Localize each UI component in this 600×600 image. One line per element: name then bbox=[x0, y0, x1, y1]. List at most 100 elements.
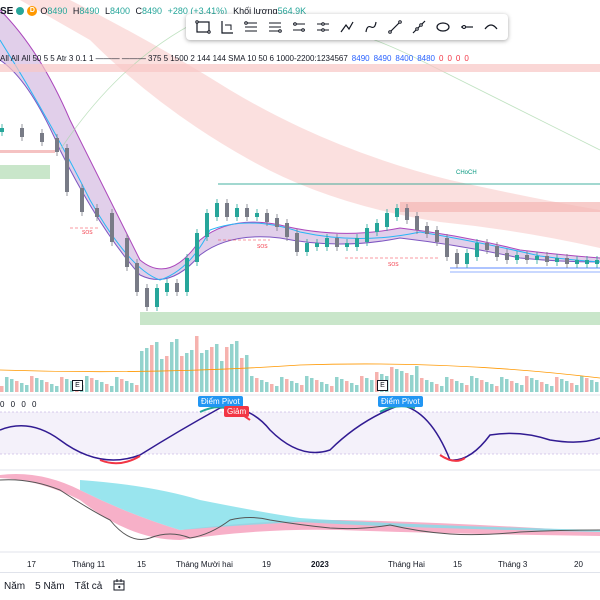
candle-body bbox=[195, 233, 199, 262]
volume-bar bbox=[525, 376, 529, 392]
indicator-zero-1: 0 bbox=[438, 54, 444, 63]
volume-bar bbox=[60, 377, 64, 392]
candle-body bbox=[435, 230, 439, 242]
symbol-label[interactable]: SE bbox=[0, 5, 14, 17]
volume-bar bbox=[470, 376, 474, 392]
volume-bar bbox=[100, 382, 104, 392]
x-label-7: 15 bbox=[453, 560, 462, 569]
curve-icon[interactable] bbox=[479, 16, 502, 38]
candle-body bbox=[65, 148, 69, 192]
volume-bar bbox=[235, 341, 239, 392]
candle-body bbox=[205, 213, 209, 237]
volume-bar bbox=[295, 383, 299, 392]
open-value: 8490 bbox=[47, 6, 68, 16]
volume-bar bbox=[155, 342, 159, 392]
path-icon[interactable] bbox=[312, 16, 335, 38]
bull-zone-bottom bbox=[140, 312, 600, 325]
range-5y-button[interactable]: 5 Năm bbox=[35, 581, 65, 592]
volume-bar bbox=[225, 347, 229, 392]
volume-bar bbox=[355, 385, 359, 392]
volume-bar bbox=[595, 382, 599, 392]
volume-bars bbox=[0, 336, 599, 392]
candle-body bbox=[265, 213, 269, 222]
earnings-marker-2[interactable]: E bbox=[377, 380, 388, 391]
volume-bar bbox=[575, 385, 579, 392]
volume-bar bbox=[475, 378, 479, 392]
bear-cloud bbox=[0, 0, 600, 248]
indicator-legend[interactable]: All All All 50 5 5 Atr 3 0.1 1 ——— ——— 3… bbox=[0, 54, 469, 63]
candle-body bbox=[335, 238, 339, 247]
volume-bar bbox=[280, 377, 284, 392]
price-range-icon[interactable] bbox=[288, 16, 311, 38]
short-position-icon[interactable] bbox=[264, 16, 287, 38]
sos-label-3: SOS bbox=[388, 262, 399, 268]
volume-bar bbox=[505, 379, 509, 392]
calendar-goto-icon[interactable] bbox=[112, 578, 126, 595]
candle-body bbox=[595, 260, 599, 264]
candle-body bbox=[325, 238, 329, 247]
candle-body bbox=[285, 223, 289, 237]
candle-body bbox=[545, 256, 549, 262]
volume-bar bbox=[445, 377, 449, 392]
long-position-icon[interactable] bbox=[240, 16, 263, 38]
candle-body bbox=[475, 243, 479, 257]
candle-body bbox=[495, 246, 499, 257]
chart-header: SE D O8490 H8490 L8400 C8490 +280 (+3.41… bbox=[0, 2, 306, 20]
volume-bar bbox=[360, 376, 364, 392]
candle-body bbox=[55, 138, 59, 152]
range-year-button[interactable]: Năm bbox=[4, 581, 26, 592]
horizontal-line-icon[interactable] bbox=[455, 16, 478, 38]
volume-bar bbox=[325, 384, 329, 392]
volume-bar bbox=[310, 378, 314, 392]
pencil-icon[interactable] bbox=[359, 16, 382, 38]
volume-bar bbox=[545, 384, 549, 392]
volume-bar bbox=[415, 366, 419, 392]
indicator-zero-4: 0 bbox=[464, 54, 469, 63]
volume-bar bbox=[205, 350, 209, 392]
brush-icon[interactable] bbox=[336, 16, 359, 38]
volume-bar bbox=[405, 373, 409, 392]
volume-bar bbox=[215, 344, 219, 392]
candle-body bbox=[565, 258, 569, 264]
volume-bar bbox=[170, 342, 174, 392]
candle-body bbox=[345, 243, 349, 247]
ruler-icon[interactable] bbox=[216, 16, 239, 38]
x-label-4: 19 bbox=[262, 560, 271, 569]
change-value: +280 (+3.41%) bbox=[167, 6, 228, 16]
volume-bar bbox=[500, 377, 504, 392]
volume-bar bbox=[375, 372, 379, 392]
drawing-toolbar bbox=[186, 14, 508, 40]
volume-bar bbox=[55, 386, 59, 392]
earnings-marker-1[interactable]: E bbox=[72, 380, 83, 391]
line-icon[interactable] bbox=[383, 16, 406, 38]
candle-body bbox=[555, 258, 559, 262]
volume-bar bbox=[580, 376, 584, 392]
volume-bar bbox=[270, 384, 274, 392]
bear-zone-top bbox=[0, 64, 600, 72]
candle-body bbox=[575, 260, 579, 264]
volume-bar bbox=[370, 380, 374, 392]
volume-bar bbox=[420, 378, 424, 392]
volume-bar bbox=[185, 353, 189, 392]
volume-bar bbox=[465, 385, 469, 392]
ellipse-icon[interactable] bbox=[431, 16, 454, 38]
indicator-params: All All All 50 5 5 Atr 3 0.1 1 ——— ——— 3… bbox=[0, 54, 348, 63]
volume-bar bbox=[120, 379, 124, 392]
candle-body bbox=[185, 258, 189, 292]
volume-bar bbox=[70, 381, 74, 392]
volume-bar bbox=[410, 375, 414, 392]
indicator-value-4: 8480 bbox=[417, 54, 435, 63]
oscillator-header[interactable]: 0 0 0 0 bbox=[0, 400, 39, 409]
range-all-button[interactable]: Tất cả bbox=[74, 581, 103, 592]
candle-body bbox=[505, 253, 509, 260]
rectangle-icon[interactable] bbox=[192, 16, 215, 38]
bear-zone-left-small bbox=[0, 150, 55, 153]
volume-bar bbox=[90, 378, 94, 392]
candle-body bbox=[125, 238, 129, 267]
candle-body bbox=[585, 260, 589, 264]
candle-body bbox=[365, 228, 369, 242]
extended-line-icon[interactable] bbox=[407, 16, 430, 38]
volume-bar bbox=[240, 358, 244, 392]
volume-bar bbox=[315, 380, 319, 392]
